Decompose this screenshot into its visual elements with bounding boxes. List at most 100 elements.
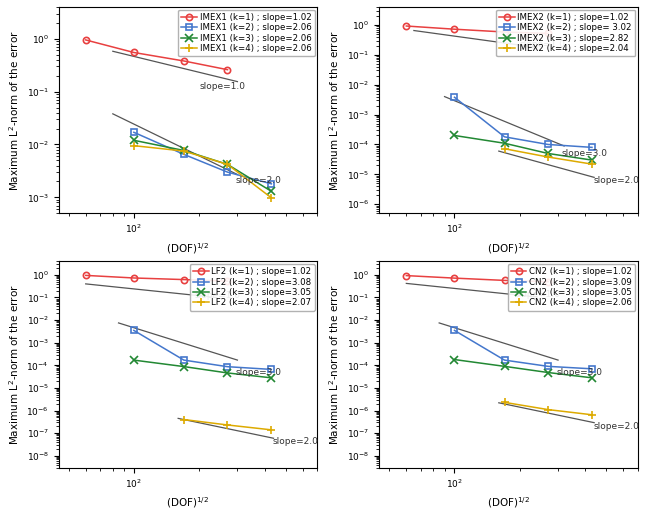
IMEX2 (k=3) ; slope=2.82	[588, 157, 596, 163]
Text: slope=2.0: slope=2.0	[236, 176, 282, 185]
IMEX2 (k=2) ; slope= 3.02	[544, 141, 552, 147]
Line: LF2 (k=2) ; slope=3.08: LF2 (k=2) ; slope=3.08	[131, 327, 275, 373]
LF2 (k=3) ; slope=3.05	[180, 363, 187, 370]
IMEX1 (k=3) ; slope=2.06	[223, 161, 231, 168]
IMEX2 (k=1) ; slope=1.02	[402, 23, 410, 29]
IMEX2 (k=4) ; slope=2.04	[544, 154, 552, 160]
Line: IMEX2 (k=4) ; slope=2.04: IMEX2 (k=4) ; slope=2.04	[501, 145, 596, 168]
Text: slope=2.0: slope=2.0	[273, 437, 318, 446]
IMEX2 (k=1) ; slope=1.02	[450, 26, 458, 32]
CN2 (k=2) ; slope=3.09	[501, 357, 508, 363]
IMEX1 (k=4) ; slope=2.06	[268, 195, 275, 201]
LF2 (k=1) ; slope=1.02	[82, 272, 90, 279]
IMEX1 (k=2) ; slope=2.06	[130, 129, 138, 135]
Y-axis label: Maximum L$^2$-norm of the error: Maximum L$^2$-norm of the error	[327, 284, 341, 445]
IMEX1 (k=2) ; slope=2.06	[180, 151, 187, 158]
LF2 (k=1) ; slope=1.02	[130, 275, 138, 281]
CN2 (k=3) ; slope=3.05	[588, 375, 596, 381]
Text: slope=2.0: slope=2.0	[593, 176, 639, 186]
Line: IMEX1 (k=3) ; slope=2.06: IMEX1 (k=3) ; slope=2.06	[130, 136, 275, 195]
CN2 (k=4) ; slope=2.06	[544, 406, 552, 413]
LF2 (k=3) ; slope=3.05	[223, 370, 231, 376]
IMEX2 (k=3) ; slope=2.82	[501, 140, 508, 146]
IMEX2 (k=1) ; slope=1.02	[544, 31, 552, 37]
IMEX1 (k=2) ; slope=2.06	[223, 169, 231, 175]
Y-axis label: Maximum L$^2$-norm of the error: Maximum L$^2$-norm of the error	[327, 29, 341, 190]
Legend: IMEX1 (k=1) ; slope=1.02, IMEX1 (k=2) ; slope=2.06, IMEX1 (k=3) ; slope=2.06, IM: IMEX1 (k=1) ; slope=1.02, IMEX1 (k=2) ; …	[178, 9, 314, 56]
Text: slope=2.0: slope=2.0	[593, 422, 639, 431]
Line: LF2 (k=3) ; slope=3.05: LF2 (k=3) ; slope=3.05	[130, 356, 275, 382]
LF2 (k=3) ; slope=3.05	[268, 375, 275, 381]
X-axis label: (DOF)$^{1/2}$: (DOF)$^{1/2}$	[167, 495, 210, 510]
LF2 (k=2) ; slope=3.08	[223, 363, 231, 370]
Y-axis label: Maximum L$^2$-norm of the error: Maximum L$^2$-norm of the error	[7, 284, 21, 445]
X-axis label: (DOF)$^{1/2}$: (DOF)$^{1/2}$	[487, 241, 530, 256]
CN2 (k=1) ; slope=1.02	[450, 275, 458, 281]
IMEX2 (k=3) ; slope=2.82	[450, 132, 458, 139]
IMEX1 (k=3) ; slope=2.06	[180, 147, 187, 154]
Line: IMEX2 (k=2) ; slope= 3.02: IMEX2 (k=2) ; slope= 3.02	[451, 94, 595, 150]
Line: LF2 (k=4) ; slope=2.07: LF2 (k=4) ; slope=2.07	[180, 416, 275, 434]
LF2 (k=1) ; slope=1.02	[180, 277, 187, 283]
IMEX2 (k=3) ; slope=2.82	[544, 150, 552, 157]
IMEX2 (k=2) ; slope= 3.02	[501, 134, 508, 140]
LF2 (k=3) ; slope=3.05	[130, 357, 138, 363]
IMEX1 (k=1) ; slope=1.02	[180, 58, 187, 64]
CN2 (k=3) ; slope=3.05	[450, 356, 458, 362]
LF2 (k=2) ; slope=3.08	[130, 327, 138, 333]
IMEX2 (k=2) ; slope= 3.02	[450, 94, 458, 100]
LF2 (k=4) ; slope=2.07	[223, 422, 231, 428]
LF2 (k=4) ; slope=2.07	[268, 427, 275, 433]
Y-axis label: Maximum L$^2$-norm of the error: Maximum L$^2$-norm of the error	[7, 29, 21, 190]
Text: slope=3.0: slope=3.0	[561, 149, 607, 158]
Line: IMEX1 (k=4) ; slope=2.06: IMEX1 (k=4) ; slope=2.06	[130, 142, 275, 202]
X-axis label: (DOF)$^{1/2}$: (DOF)$^{1/2}$	[487, 495, 530, 510]
CN2 (k=4) ; slope=2.06	[588, 412, 596, 418]
Line: CN2 (k=3) ; slope=3.05: CN2 (k=3) ; slope=3.05	[450, 356, 596, 382]
CN2 (k=1) ; slope=1.02	[544, 279, 552, 285]
IMEX1 (k=1) ; slope=1.02	[130, 50, 138, 56]
IMEX1 (k=3) ; slope=2.06	[130, 137, 138, 143]
IMEX1 (k=1) ; slope=1.02	[223, 67, 231, 73]
IMEX1 (k=4) ; slope=2.06	[223, 161, 231, 168]
Legend: LF2 (k=1) ; slope=1.02, LF2 (k=2) ; slope=3.08, LF2 (k=3) ; slope=3.05, LF2 (k=4: LF2 (k=1) ; slope=1.02, LF2 (k=2) ; slop…	[189, 264, 314, 311]
LF2 (k=1) ; slope=1.02	[223, 278, 231, 284]
Line: IMEX1 (k=2) ; slope=2.06: IMEX1 (k=2) ; slope=2.06	[131, 129, 275, 187]
Line: IMEX2 (k=1) ; slope=1.02: IMEX2 (k=1) ; slope=1.02	[403, 23, 551, 37]
IMEX1 (k=1) ; slope=1.02	[82, 37, 90, 43]
IMEX1 (k=3) ; slope=2.06	[268, 188, 275, 194]
CN2 (k=2) ; slope=3.09	[450, 327, 458, 333]
LF2 (k=2) ; slope=3.08	[180, 357, 187, 363]
Line: CN2 (k=4) ; slope=2.06: CN2 (k=4) ; slope=2.06	[501, 399, 596, 419]
X-axis label: (DOF)$^{1/2}$: (DOF)$^{1/2}$	[167, 241, 210, 256]
IMEX2 (k=2) ; slope= 3.02	[588, 144, 596, 150]
CN2 (k=3) ; slope=3.05	[544, 370, 552, 376]
Text: slope=1.0: slope=1.0	[199, 82, 245, 90]
Line: IMEX2 (k=3) ; slope=2.82: IMEX2 (k=3) ; slope=2.82	[450, 132, 596, 164]
Legend: CN2 (k=1) ; slope=1.02, CN2 (k=2) ; slope=3.09, CN2 (k=3) ; slope=3.05, CN2 (k=4: CN2 (k=1) ; slope=1.02, CN2 (k=2) ; slop…	[508, 264, 635, 311]
LF2 (k=2) ; slope=3.08	[268, 367, 275, 373]
CN2 (k=2) ; slope=3.09	[544, 363, 552, 370]
LF2 (k=4) ; slope=2.07	[180, 416, 187, 422]
IMEX2 (k=1) ; slope=1.02	[501, 29, 508, 35]
CN2 (k=1) ; slope=1.02	[501, 277, 508, 283]
Text: slope=3.0: slope=3.0	[557, 368, 602, 377]
Line: CN2 (k=1) ; slope=1.02: CN2 (k=1) ; slope=1.02	[403, 272, 551, 285]
CN2 (k=3) ; slope=3.05	[501, 363, 508, 370]
Text: slope=1.0: slope=1.0	[195, 291, 240, 300]
Text: slope=3.0: slope=3.0	[236, 368, 282, 377]
CN2 (k=4) ; slope=2.06	[501, 399, 508, 405]
IMEX1 (k=4) ; slope=2.06	[130, 143, 138, 149]
IMEX1 (k=4) ; slope=2.06	[180, 148, 187, 154]
CN2 (k=2) ; slope=3.09	[588, 366, 596, 372]
Line: IMEX1 (k=1) ; slope=1.02: IMEX1 (k=1) ; slope=1.02	[83, 37, 230, 73]
IMEX2 (k=4) ; slope=2.04	[588, 161, 596, 167]
CN2 (k=1) ; slope=1.02	[402, 272, 410, 279]
Text: slope=1.0: slope=1.0	[520, 40, 566, 49]
Text: slope=1.0: slope=1.0	[515, 290, 561, 299]
Line: LF2 (k=1) ; slope=1.02: LF2 (k=1) ; slope=1.02	[83, 272, 230, 284]
Line: CN2 (k=2) ; slope=3.09: CN2 (k=2) ; slope=3.09	[451, 327, 595, 372]
IMEX2 (k=4) ; slope=2.04	[501, 146, 508, 152]
IMEX1 (k=2) ; slope=2.06	[268, 181, 275, 187]
Legend: IMEX2 (k=1) ; slope=1.02, IMEX2 (k=2) ; slope= 3.02, IMEX2 (k=3) ; slope=2.82, I: IMEX2 (k=1) ; slope=1.02, IMEX2 (k=2) ; …	[496, 9, 635, 56]
